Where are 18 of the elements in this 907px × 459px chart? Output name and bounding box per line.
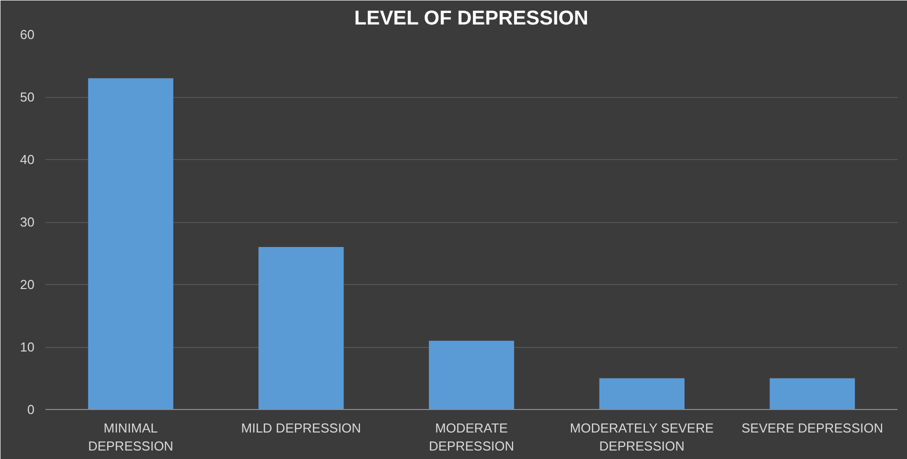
bar <box>428 340 514 410</box>
x-tick-label: MINIMAL DEPRESSION <box>88 420 174 454</box>
x-tick-label: MODERATE DEPRESSION <box>428 420 514 454</box>
bar <box>770 378 855 410</box>
x-tick-label: SEVERE DEPRESSION <box>742 420 884 436</box>
y-tick-label: 10 <box>20 340 35 354</box>
bar <box>599 378 684 410</box>
bar <box>258 247 344 410</box>
bar <box>88 78 174 410</box>
y-tick-label: 20 <box>20 277 35 292</box>
y-tick-label: 50 <box>20 90 35 104</box>
y-tick-label: 0 <box>27 402 35 417</box>
y-tick-label: 40 <box>20 152 35 167</box>
x-tick-label: MODERATELY SEVERE DEPRESSION <box>570 420 714 454</box>
chart-title: LEVEL OF DEPRESSION <box>354 8 588 30</box>
y-tick-label: 30 <box>20 214 35 230</box>
y-tick-label: 60 <box>20 27 35 42</box>
x-tick-label: MILD DEPRESSION <box>241 420 362 436</box>
